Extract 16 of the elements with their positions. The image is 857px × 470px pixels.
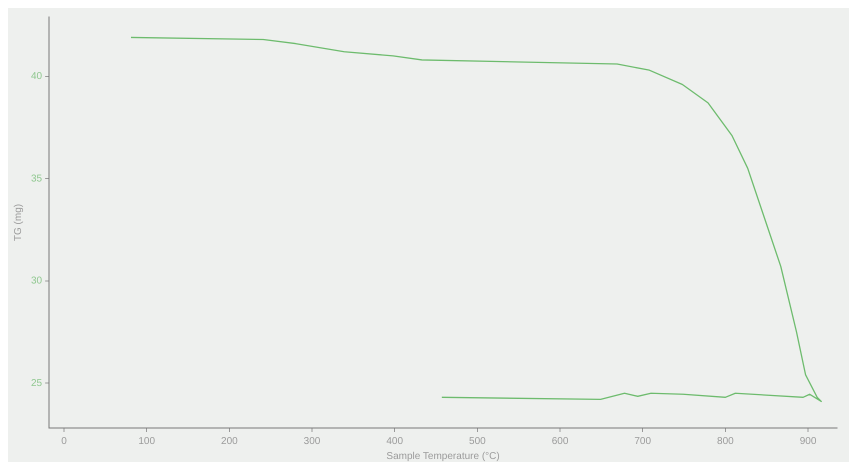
x-tick-label: 400: [386, 436, 404, 447]
x-tick-label: 300: [304, 436, 321, 447]
x-tick-label: 900: [800, 436, 817, 447]
x-axis-title: Sample Temperature (°C): [386, 450, 500, 462]
y-tick-label: 25: [31, 378, 43, 389]
y-axis-title: TG (mg): [12, 204, 24, 242]
x-tick-label: 500: [469, 436, 486, 447]
x-tick-label: 200: [221, 436, 238, 447]
x-tick-label: 700: [634, 436, 652, 447]
x-tick-label: 100: [138, 436, 156, 447]
x-tick-label: 800: [717, 436, 734, 447]
x-tick-label: 600: [552, 436, 569, 447]
x-tick-label: 0: [61, 436, 68, 447]
y-tick-label: 30: [31, 276, 43, 287]
y-tick-label: 35: [31, 173, 43, 184]
y-tick-label: 40: [31, 71, 43, 82]
